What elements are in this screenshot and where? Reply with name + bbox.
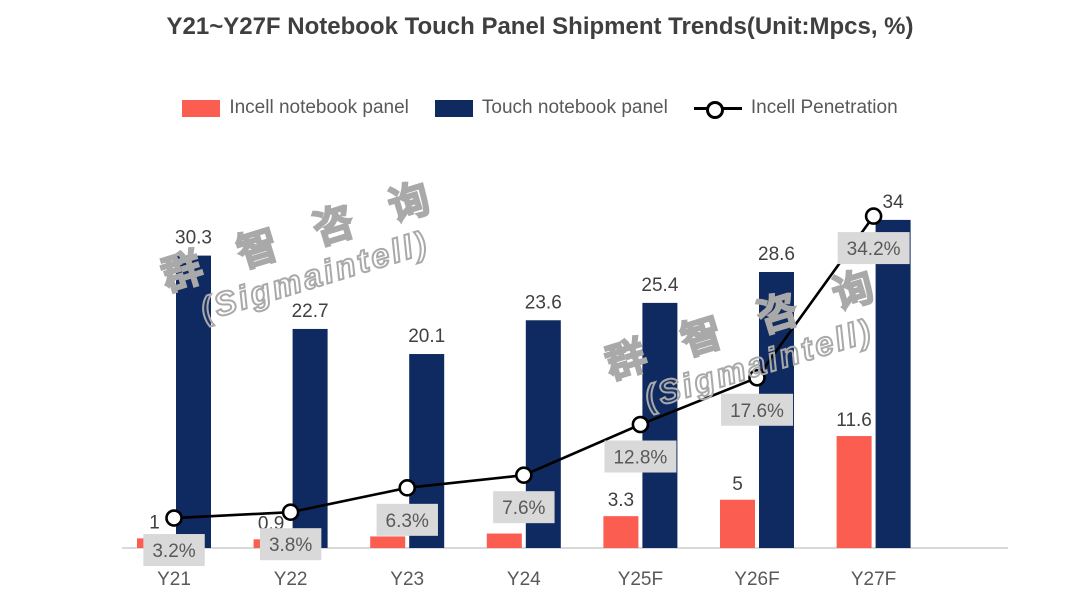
penetration-marker-y22	[281, 503, 300, 521]
x-axis-label-y23: Y23	[390, 569, 424, 590]
penetration-label-box-y21	[143, 534, 205, 567]
incell-bar-y27f	[836, 436, 872, 548]
x-axis-label-y22: Y22	[274, 569, 308, 590]
legend-item-incell-penetration: Incell Penetration	[693, 97, 898, 119]
incell-bar-label-y21: 1	[149, 512, 160, 533]
touch-bar-label-y24: 23.6	[525, 292, 562, 313]
incell-bar-label-y26f: 5	[732, 474, 743, 495]
x-axis-label-y26f: Y26F	[734, 569, 779, 590]
penetration-label-y21: 3.2%	[152, 541, 195, 562]
chart-title: Y21~Y27F Notebook Touch Panel Shipment T…	[166, 13, 914, 40]
legend-item-incell-notebook-panel: Incell notebook panel	[182, 97, 409, 119]
penetration-label-y26f: 17.6%	[730, 401, 784, 422]
incell-bar-y24	[486, 533, 522, 548]
penetration-marker-y27f	[864, 207, 883, 225]
touch-bar-label-y27f: 34	[883, 192, 905, 213]
incell-bar-y23	[370, 536, 406, 548]
line-marker-icon	[693, 100, 742, 119]
x-axis-label-y27f: Y27F	[851, 569, 896, 590]
penetration-label-y27f: 34.2%	[847, 239, 901, 260]
incell-bar-y26f	[720, 499, 755, 548]
touch-bar-y27f	[875, 219, 911, 548]
legend-label-touch: Touch notebook panel	[481, 97, 668, 118]
penetration-label-box-y22	[259, 528, 322, 561]
penetration-label-box-y25f	[604, 440, 677, 473]
penetration-label-y24: 7.6%	[502, 498, 545, 519]
x-axis-label-y25f: Y25F	[618, 569, 663, 590]
penetration-marker-y23	[398, 479, 417, 497]
penetration-label-box-y26f	[721, 393, 794, 426]
penetration-marker-y21	[165, 509, 183, 527]
touch-bar-label-y25f: 25.4	[641, 275, 678, 296]
penetration-marker-y26f	[748, 368, 766, 387]
touch-bar-swatch-icon	[434, 99, 473, 117]
incell-bar-swatch-icon	[182, 99, 221, 117]
touch-bar-label-y26f: 28.6	[758, 244, 795, 265]
penetration-label-y23: 6.3%	[386, 511, 429, 532]
penetration-marker-y24	[514, 466, 533, 484]
chart-legend: Incell notebook panel Touch notebook pan…	[0, 97, 1080, 119]
touch-bar-label-y22: 22.7	[292, 301, 329, 322]
penetration-label-y25f: 12.8%	[613, 448, 667, 469]
penetration-label-box-y24	[493, 491, 555, 524]
legend-label-penetration: Incell Penetration	[750, 97, 898, 118]
touch-bar-label-y21: 30.3	[175, 228, 212, 249]
penetration-marker-y25f	[631, 415, 650, 434]
legend-label-incell: Incell notebook panel	[229, 97, 409, 118]
penetration-label-box-y27f	[837, 232, 910, 265]
penetration-label-y22: 3.8%	[269, 535, 312, 556]
penetration-label-box-y23	[376, 503, 438, 536]
incell-bar-label-y25f: 3.3	[608, 490, 634, 511]
incell-bar-label-y27f: 11.6	[836, 410, 872, 431]
touch-bar-label-y23: 20.1	[408, 326, 445, 347]
x-axis-label-y24: Y24	[507, 569, 541, 590]
incell-bar-y25f	[603, 516, 639, 548]
legend-item-touch-notebook-panel: Touch notebook panel	[434, 97, 668, 119]
x-axis-label-y21: Y21	[157, 569, 191, 590]
touch-bar-y21	[176, 255, 211, 549]
